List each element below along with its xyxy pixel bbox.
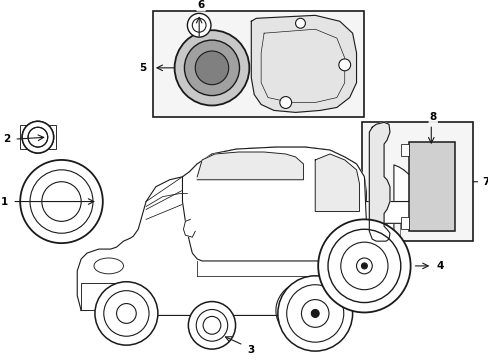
Text: 4: 4 [436, 261, 443, 271]
Bar [400, 217, 408, 229]
Circle shape [187, 13, 210, 37]
Text: 2: 2 [3, 134, 10, 144]
Bar [20, 125, 56, 149]
Circle shape [22, 121, 54, 153]
Circle shape [361, 263, 366, 269]
Polygon shape [77, 147, 413, 315]
Text: 7: 7 [482, 177, 488, 187]
Circle shape [195, 51, 228, 85]
Polygon shape [368, 122, 389, 241]
Circle shape [22, 121, 54, 153]
Polygon shape [183, 219, 195, 237]
Circle shape [295, 18, 305, 28]
Circle shape [95, 282, 158, 345]
Text: 6: 6 [197, 0, 204, 10]
Polygon shape [315, 154, 359, 211]
Text: 5: 5 [139, 63, 146, 73]
Bar [153, 12, 364, 117]
Bar [400, 144, 408, 156]
Circle shape [20, 160, 102, 243]
Text: 3: 3 [247, 345, 254, 355]
Circle shape [184, 40, 239, 95]
Ellipse shape [94, 258, 123, 274]
Text: 1: 1 [1, 197, 8, 207]
Bar [362, 122, 471, 241]
Circle shape [174, 30, 249, 105]
Circle shape [338, 59, 350, 71]
Circle shape [277, 276, 352, 351]
Text: 8: 8 [429, 112, 436, 122]
Polygon shape [182, 147, 366, 261]
Polygon shape [197, 152, 303, 180]
Polygon shape [366, 197, 413, 223]
Bar [81, 283, 133, 310]
Circle shape [311, 310, 319, 318]
Circle shape [356, 258, 371, 274]
Polygon shape [251, 15, 356, 112]
Circle shape [279, 96, 291, 108]
Circle shape [188, 302, 235, 349]
Bar [408, 142, 454, 231]
Circle shape [318, 219, 410, 312]
